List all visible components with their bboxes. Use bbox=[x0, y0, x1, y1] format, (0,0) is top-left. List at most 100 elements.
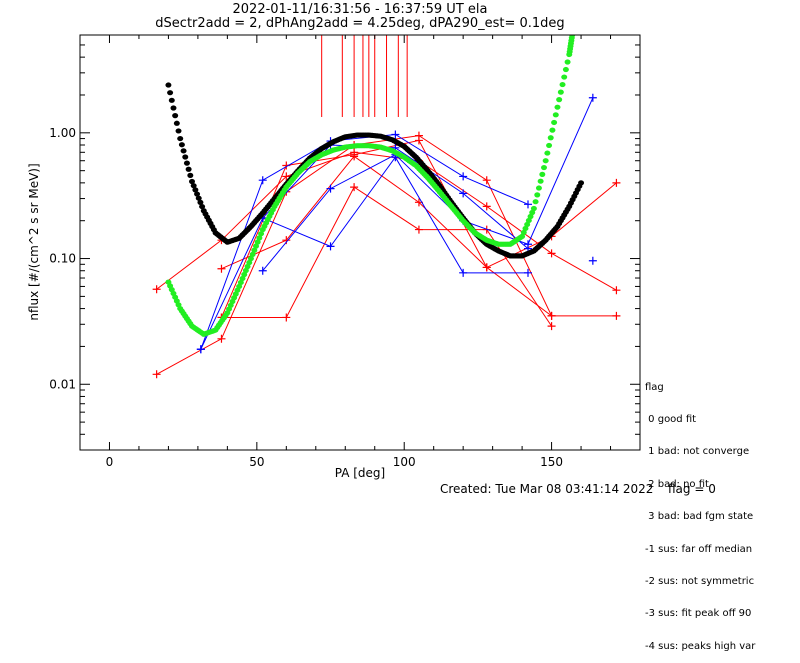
fit-curve-dot bbox=[578, 180, 585, 186]
fit-curve-dot bbox=[239, 275, 246, 282]
data-point-marker bbox=[547, 311, 556, 320]
data-point-marker bbox=[524, 268, 532, 277]
data-point-marker bbox=[282, 172, 291, 181]
data-point-marker bbox=[459, 268, 468, 277]
legend-item: 2 bad: no fit bbox=[645, 478, 709, 490]
legend-item: 1 bad: not converge bbox=[645, 446, 750, 458]
fit-curve-dot bbox=[244, 263, 251, 270]
fit-curve-dot bbox=[541, 164, 547, 171]
series-line bbox=[262, 97, 594, 272]
data-point-marker bbox=[547, 322, 556, 331]
x-tick-label: 50 bbox=[249, 455, 264, 469]
fit-curve-dot bbox=[170, 105, 177, 111]
fit-curve-dot bbox=[182, 154, 189, 160]
fit-curve-dot bbox=[187, 172, 194, 178]
data-point-marker bbox=[547, 249, 556, 258]
fit-curve-dot bbox=[167, 90, 174, 96]
fit-curve-dot bbox=[177, 135, 184, 142]
fit-curve-dot bbox=[249, 251, 256, 258]
series-line bbox=[156, 151, 617, 291]
fit-curve-dot bbox=[549, 127, 556, 133]
fit-curve-dot bbox=[535, 185, 542, 191]
fit-curve-dot bbox=[236, 283, 243, 290]
created-timestamp: Created: Tue Mar 08 03:41:14 2022 bbox=[440, 482, 654, 496]
x-tick-label: 100 bbox=[393, 455, 416, 469]
data-point-marker bbox=[152, 370, 161, 379]
fit-curve-dot bbox=[547, 135, 554, 141]
fit-curve-dot bbox=[251, 247, 258, 253]
data-point-marker bbox=[588, 93, 597, 102]
fit-curve-dot bbox=[189, 178, 195, 185]
data-point-marker bbox=[459, 189, 468, 198]
series-line bbox=[156, 135, 617, 375]
fit-curve-dot bbox=[561, 74, 568, 80]
fit-curve-dot bbox=[175, 128, 182, 134]
chart-title: 2022-01-11/16:31:56 - 16:37:59 UT ela bbox=[232, 2, 488, 17]
fit-curve-dot bbox=[551, 119, 558, 126]
fit-curve-dot bbox=[537, 178, 544, 184]
data-point-marker bbox=[524, 200, 532, 209]
data-point-marker bbox=[217, 264, 226, 273]
fit-curve-dot bbox=[246, 259, 253, 266]
data-point-marker bbox=[258, 266, 267, 275]
fit-curve-dot bbox=[527, 213, 534, 220]
data-point-marker bbox=[482, 176, 491, 185]
fit-curve-dot bbox=[197, 199, 204, 205]
y-tick-label: 1.00 bbox=[49, 126, 76, 140]
fit-curve-dot bbox=[539, 171, 546, 177]
legend-item: -3 sus: fit peak off 90 bbox=[645, 608, 752, 620]
data-point-marker bbox=[258, 176, 267, 185]
data-point-marker bbox=[612, 286, 621, 295]
fit-curve-dot bbox=[522, 225, 529, 232]
fit-curve-dot bbox=[253, 243, 259, 249]
legend-item: 0 good fit bbox=[645, 413, 697, 425]
data-point-marker bbox=[350, 150, 359, 159]
legend-item: 3 bad: bad fgm state bbox=[645, 511, 754, 523]
fit-curve-dot bbox=[237, 279, 244, 286]
flag-legend: flag 0 good fit 1 bad: not converge 2 ba… bbox=[645, 361, 755, 663]
data-point-marker bbox=[196, 345, 205, 354]
data-point-marker bbox=[282, 313, 291, 322]
fit-curve-dot bbox=[199, 203, 206, 210]
data-point-marker bbox=[152, 285, 161, 294]
fit-curve-dot bbox=[195, 195, 202, 201]
series-line bbox=[200, 133, 529, 350]
fit-curve-dot bbox=[183, 160, 190, 166]
data-point-marker bbox=[482, 202, 491, 211]
data-point-marker bbox=[326, 242, 335, 251]
fit-curve-dot bbox=[532, 199, 539, 205]
fit-curve-dot bbox=[554, 104, 561, 110]
fit-curve-dot bbox=[178, 142, 185, 148]
data-point-marker bbox=[414, 225, 423, 234]
fit-curve-dot bbox=[190, 183, 197, 189]
fit-curve-dot bbox=[520, 229, 527, 236]
series-line bbox=[221, 139, 552, 318]
data-point-marker bbox=[588, 256, 597, 265]
y-axis-label: nflux [#/(cm^2 s sr MeV)] bbox=[27, 163, 41, 320]
legend-item: -1 sus: far off median bbox=[645, 543, 753, 555]
fit-curve-dot bbox=[258, 231, 265, 237]
series-line bbox=[221, 155, 617, 270]
legend-item: -4 sus: peaks high var bbox=[645, 640, 756, 652]
fit-curve-dot bbox=[256, 235, 263, 241]
flag-value: flag = 0 bbox=[668, 482, 716, 496]
fit-curve-dot bbox=[247, 255, 254, 262]
fit-curve-dot bbox=[519, 233, 526, 240]
y-tick-label: 0.01 bbox=[49, 377, 76, 391]
legend-item: -2 sus: not symmetric bbox=[645, 575, 755, 587]
data-point-marker bbox=[612, 178, 621, 187]
fit-curve-dot bbox=[542, 158, 549, 164]
legend-title: flag bbox=[645, 381, 664, 393]
fit-curve-dot bbox=[556, 97, 563, 103]
fit-curve-dot bbox=[552, 112, 559, 118]
fit-curve-dot bbox=[569, 35, 576, 38]
fit-curve-dot bbox=[564, 59, 571, 65]
fit-curve-dot bbox=[241, 271, 248, 278]
fit-curve-dot bbox=[529, 209, 536, 216]
data-point-marker bbox=[612, 311, 621, 320]
fit-curve-dot bbox=[562, 66, 569, 73]
fit-curve-dot bbox=[525, 217, 532, 224]
fit-curve-dot bbox=[242, 267, 249, 274]
x-tick-label: 150 bbox=[540, 455, 563, 469]
fit-curve-dot bbox=[559, 81, 566, 88]
